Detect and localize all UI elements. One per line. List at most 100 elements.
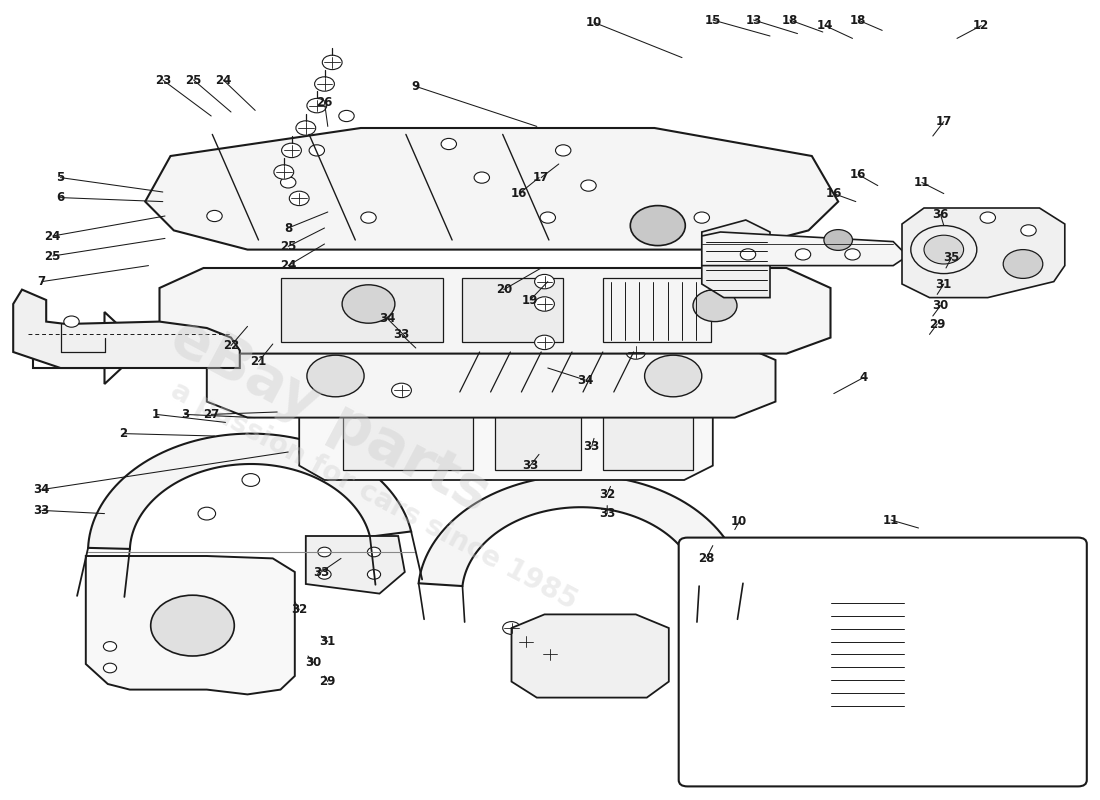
Text: 28: 28 [698,552,714,565]
Bar [495,413,581,470]
Circle shape [535,297,554,311]
Circle shape [242,474,260,486]
Text: 29: 29 [320,675,336,688]
Circle shape [392,383,411,398]
Text: 30: 30 [933,299,948,312]
Text: 10: 10 [732,515,747,528]
Text: 30: 30 [306,656,321,669]
Text: 33: 33 [314,566,329,578]
Text: 34: 34 [578,374,593,386]
Circle shape [503,622,520,634]
Circle shape [307,355,364,397]
Text: 24: 24 [280,259,296,272]
Text: 19: 19 [522,294,538,306]
Polygon shape [512,614,669,698]
Circle shape [207,210,222,222]
Circle shape [339,110,354,122]
Text: 31: 31 [936,278,952,290]
Circle shape [517,635,535,648]
Text: 33: 33 [34,504,50,517]
Circle shape [64,316,79,327]
Text: 16: 16 [850,168,866,181]
Text: 3: 3 [180,408,189,421]
Text: 21: 21 [251,355,266,368]
Polygon shape [924,554,1054,742]
Circle shape [535,274,554,289]
Text: 32: 32 [292,603,307,616]
Text: 29: 29 [930,318,945,330]
Text: 36: 36 [933,208,948,221]
Text: 33: 33 [522,459,538,472]
Text: 25: 25 [186,74,201,86]
Polygon shape [823,742,935,768]
Text: 16: 16 [512,187,527,200]
Text: 24: 24 [45,230,60,242]
Circle shape [322,55,342,70]
Circle shape [845,249,860,260]
Text: 25: 25 [280,240,296,253]
Polygon shape [702,220,770,298]
Bar [603,278,711,342]
Circle shape [824,230,852,250]
Circle shape [1021,225,1036,236]
Text: 26: 26 [317,96,332,109]
Text: 4: 4 [859,371,868,384]
Circle shape [474,172,490,183]
Polygon shape [419,475,742,586]
Circle shape [535,335,554,350]
Text: 35: 35 [944,251,959,264]
Text: 8: 8 [284,222,293,234]
Text: 17: 17 [936,115,952,128]
Text: 1: 1 [152,408,161,421]
Circle shape [315,77,334,91]
Text: 34: 34 [379,312,395,325]
Circle shape [556,145,571,156]
Text: 34: 34 [34,483,50,496]
Bar [462,278,563,342]
Circle shape [645,355,702,397]
Bar [603,413,693,470]
Text: 12: 12 [974,19,989,32]
Circle shape [282,143,301,158]
Bar [280,278,443,342]
Text: 5: 5 [56,171,65,184]
Text: 11: 11 [883,514,899,526]
Circle shape [151,595,234,656]
Circle shape [980,212,996,223]
Text: 7: 7 [37,275,46,288]
Text: 24: 24 [216,74,231,86]
Circle shape [342,285,395,323]
Circle shape [740,249,756,260]
Circle shape [289,191,309,206]
Text: 9: 9 [411,80,420,93]
Polygon shape [902,208,1065,298]
Circle shape [630,206,685,246]
Circle shape [924,235,964,264]
Circle shape [693,290,737,322]
Text: 16: 16 [826,187,842,200]
Text: 33: 33 [584,440,600,453]
Text: 13: 13 [746,14,761,26]
Circle shape [318,570,331,579]
Polygon shape [299,402,713,480]
Circle shape [626,345,646,359]
Text: 31: 31 [320,635,336,648]
Text: 18: 18 [782,14,797,26]
Circle shape [540,212,556,223]
Circle shape [103,663,117,673]
Polygon shape [306,536,405,594]
FancyBboxPatch shape [679,538,1087,786]
Circle shape [1003,250,1043,278]
Text: 14: 14 [817,19,833,32]
Text: 15: 15 [705,14,720,26]
Text: 11: 11 [914,176,929,189]
Text: 32: 32 [600,488,615,501]
Text: 20: 20 [496,283,512,296]
Text: 6: 6 [56,191,65,204]
Circle shape [296,121,316,135]
Circle shape [367,570,381,579]
Text: 33: 33 [600,507,615,520]
Polygon shape [702,232,908,266]
Circle shape [307,98,327,113]
Text: a passion for cars since 1985: a passion for cars since 1985 [166,377,582,615]
